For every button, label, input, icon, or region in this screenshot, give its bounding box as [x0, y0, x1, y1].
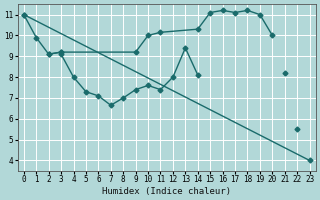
- X-axis label: Humidex (Indice chaleur): Humidex (Indice chaleur): [102, 187, 231, 196]
